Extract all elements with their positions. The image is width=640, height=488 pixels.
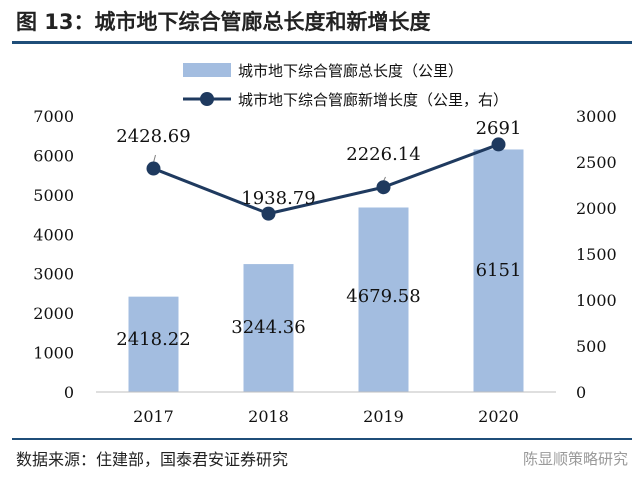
bar-2017 xyxy=(128,296,179,392)
y-left-tick-label: 1000 xyxy=(33,344,74,363)
y-left-tick-label: 0 xyxy=(64,383,74,402)
title-divider xyxy=(12,41,632,44)
chart: 0 1000 2000 3000 4000 5000 6000 7000 0 500 1000 150… xyxy=(33,62,617,426)
line-data-label-2017: 2428.69 xyxy=(116,126,190,147)
x-tick-label-2017: 2017 xyxy=(133,407,174,426)
y-left-tick-label: 3000 xyxy=(33,265,74,284)
bar-2018 xyxy=(243,264,294,392)
y-left-tick-label: 7000 xyxy=(33,107,74,126)
y-right-tick-label: 0 xyxy=(576,383,586,402)
line-marker-2017 xyxy=(146,161,161,176)
y-right-tick-label: 3000 xyxy=(576,107,617,126)
y-right-tick-label: 1500 xyxy=(576,245,617,264)
y-left-tick-label: 4000 xyxy=(33,225,74,244)
y-right-tick-label: 500 xyxy=(576,337,607,356)
bar-data-label-2018: 3244.36 xyxy=(231,317,305,338)
bar-data-label-2019: 4679.58 xyxy=(346,286,420,307)
line-marker-2018 xyxy=(261,206,276,221)
chart-title: 图 13：城市地下综合管廊总长度和新增长度 xyxy=(16,10,431,34)
line-new-length xyxy=(152,143,500,216)
x-tick-label-2020: 2020 xyxy=(478,407,519,426)
bar-2020 xyxy=(473,149,524,392)
legend-line-label: 城市地下综合管廊新增长度（公里，右） xyxy=(238,91,508,109)
line-data-label-2018: 1938.79 xyxy=(241,188,315,209)
y-left-tick-label: 6000 xyxy=(33,146,74,165)
x-tick-label-2018: 2018 xyxy=(248,407,289,426)
line-data-label-2019: 2226.14 xyxy=(346,144,420,165)
y-left-tick-label: 2000 xyxy=(33,304,74,323)
line-label-leader-2017 xyxy=(153,154,156,163)
y-right-tick-label: 2000 xyxy=(576,199,617,218)
legend-bar-swatch xyxy=(183,63,231,77)
line-data-label-2020: 2691 xyxy=(476,118,522,139)
legend-bar-label: 城市地下综合管廊总长度（公里） xyxy=(238,62,463,80)
watermark: 陈显顺策略研究 xyxy=(522,450,628,468)
line-marker-2020 xyxy=(491,137,506,152)
legend-line-marker xyxy=(200,92,214,106)
line-marker-2019 xyxy=(376,180,391,195)
y-right-tick-label: 1000 xyxy=(576,291,617,310)
bar-data-label-2017: 2418.22 xyxy=(116,329,190,350)
source-note: 数据来源：住建部，国泰君安证券研究 xyxy=(16,450,289,469)
footer-divider xyxy=(12,438,632,440)
y-left-tick-label: 5000 xyxy=(33,186,74,205)
y-right-tick-label: 2500 xyxy=(576,153,617,172)
bar-data-label-2020: 6151 xyxy=(476,260,522,281)
x-tick-label-2019: 2019 xyxy=(363,407,404,426)
bar-2019 xyxy=(358,207,409,392)
